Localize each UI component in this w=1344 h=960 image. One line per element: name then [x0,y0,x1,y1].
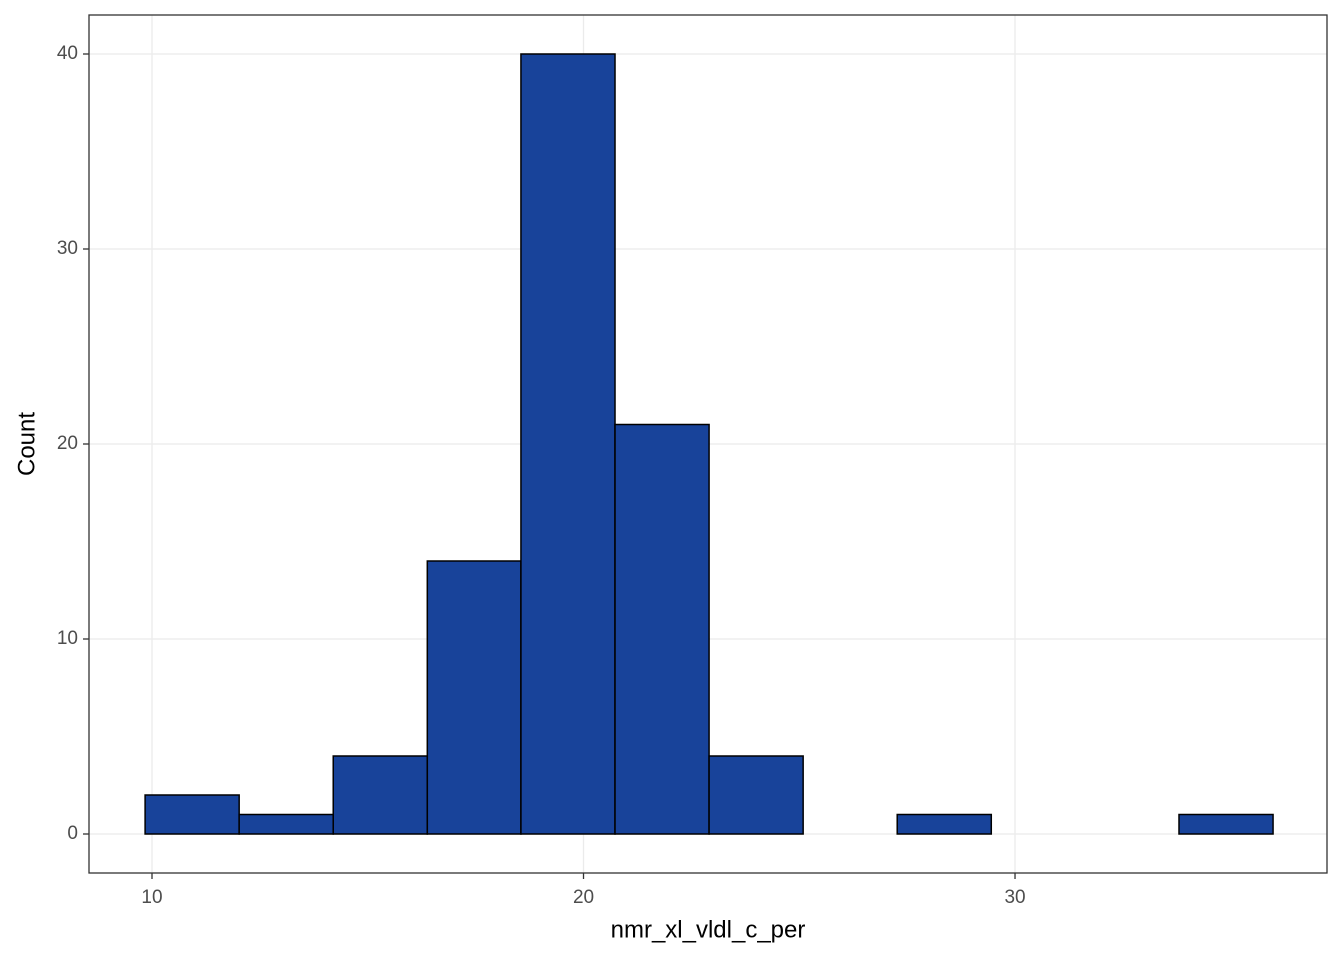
x-tick-label: 20 [573,887,594,908]
y-tick-label: 0 [67,823,78,844]
y-tick-label: 20 [57,433,78,454]
y-tick-label: 40 [57,43,78,64]
x-tick-label: 30 [1004,887,1025,908]
y-axis-title: Count [13,412,40,476]
x-tick-label: 10 [141,887,162,908]
bar [144,794,240,835]
x-axis-title: nmr_xl_vldl_c_per [611,916,806,943]
y-tick-label: 10 [57,628,78,649]
bar [1178,813,1274,835]
bar [426,560,522,835]
y-tick-label: 30 [57,238,78,259]
bar [520,53,616,835]
bar [896,813,993,835]
bar [708,755,804,835]
bar [614,423,710,835]
bars [144,53,1274,835]
bar [238,813,334,835]
bar [332,755,429,835]
